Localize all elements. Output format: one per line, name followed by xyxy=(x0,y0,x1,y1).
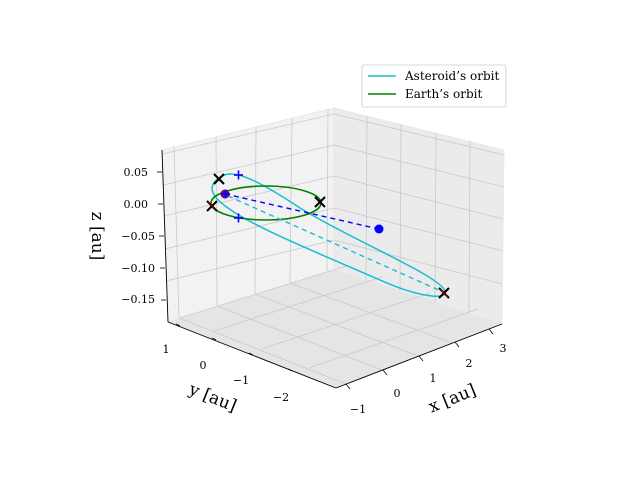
y-axis-line xyxy=(167,321,337,389)
z-tick-label: −0.15 xyxy=(121,293,155,306)
y-axis-label: y [au] xyxy=(185,379,239,416)
x-tick-label: 2 xyxy=(466,357,473,370)
node-marker xyxy=(207,201,217,211)
y-tick-label: 1 xyxy=(163,343,170,356)
z-tick-label: 0.05 xyxy=(124,166,149,179)
legend-label-earth: Earth’s orbit xyxy=(405,87,482,101)
grid-lines xyxy=(161,108,505,385)
y-ticks: 1 0 −1 −2 xyxy=(163,323,293,404)
apsides-line xyxy=(227,195,444,293)
asteroid-marker xyxy=(374,224,384,234)
plus-marker xyxy=(234,170,243,180)
legend: Asteroid’s orbit Earth’s orbit xyxy=(361,64,507,108)
z-tick-label: −0.05 xyxy=(121,230,155,243)
asteroid-orbit-line xyxy=(211,173,446,297)
z-ticks: 0.05 0.00 −0.05 −0.10 −0.15 xyxy=(121,166,166,306)
y-tick-label: −1 xyxy=(233,374,249,387)
plus-marker xyxy=(234,213,243,223)
z-tick-label: −0.10 xyxy=(121,262,155,275)
node-marker xyxy=(314,196,326,208)
z-axis-label: z [au] xyxy=(87,212,107,261)
x-axis-label: x [au] xyxy=(426,380,479,417)
legend-box xyxy=(361,64,507,108)
aphelion-marker-red xyxy=(439,288,449,298)
z-axis-line xyxy=(161,149,169,323)
x-tick-label: 0 xyxy=(394,387,401,400)
y-tick-label: −2 xyxy=(273,391,289,404)
pane-walls xyxy=(161,107,505,389)
y-tick-label: 0 xyxy=(200,359,207,372)
z-tick-label: 0.00 xyxy=(124,198,149,211)
x-tick-label: 3 xyxy=(500,342,507,355)
legend-label-asteroid: Asteroid’s orbit xyxy=(404,69,499,83)
node-marker xyxy=(213,173,225,185)
plot-content xyxy=(206,170,450,299)
x-ticks: −1 0 1 2 3 xyxy=(345,328,507,416)
plus-marker xyxy=(221,189,230,199)
x-tick-label: −1 xyxy=(350,403,366,416)
x-tick-label: 1 xyxy=(430,372,437,385)
